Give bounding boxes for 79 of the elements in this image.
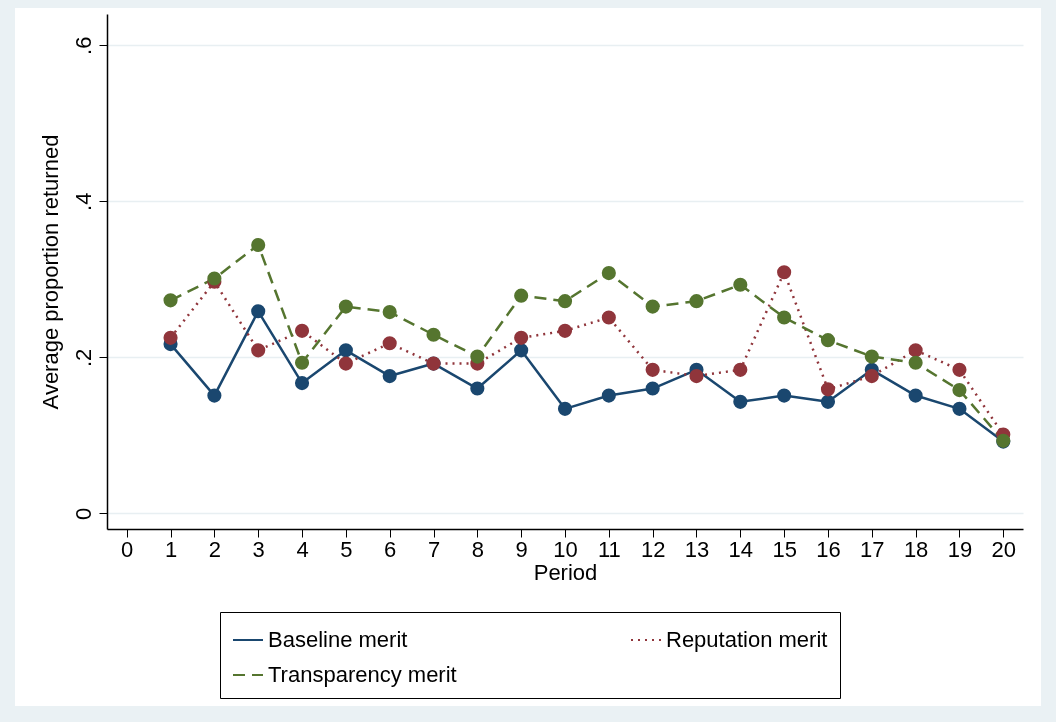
x-tick-label: 16 <box>816 536 841 562</box>
point <box>645 362 660 377</box>
point <box>952 383 967 398</box>
point <box>470 349 485 364</box>
point <box>777 388 792 403</box>
point <box>251 304 266 319</box>
point <box>382 369 397 384</box>
x-tick-label: 2 <box>208 536 221 562</box>
point <box>864 369 879 384</box>
point <box>733 277 748 292</box>
x-tick-label: 17 <box>860 536 885 562</box>
point <box>908 355 923 370</box>
point <box>601 266 616 281</box>
point <box>294 323 310 338</box>
point <box>557 294 573 309</box>
point <box>514 330 529 345</box>
point <box>908 388 923 403</box>
point <box>777 310 792 325</box>
x-tick-label: 8 <box>471 536 484 562</box>
x-tick-label: 4 <box>296 536 309 562</box>
point <box>514 288 529 303</box>
x-tick-label: 18 <box>903 536 929 562</box>
x-tick-label: 11 <box>597 536 621 562</box>
legend-label: Baseline merit <box>268 627 408 652</box>
x-tick-label: 15 <box>772 536 797 562</box>
x-tick-label: 7 <box>427 536 441 562</box>
x-tick-label: 10 <box>553 536 578 562</box>
y-tick-label: .6 <box>70 36 96 55</box>
x-tick-label: 20 <box>991 536 1017 562</box>
point <box>163 330 178 345</box>
point <box>689 369 704 384</box>
point <box>733 362 748 377</box>
point <box>382 336 397 351</box>
point <box>777 265 792 280</box>
x-tick-label: 1 <box>164 536 178 562</box>
point <box>251 237 266 253</box>
x-tick-label: 6 <box>384 536 397 562</box>
x-tick-label: 3 <box>252 536 265 562</box>
x-axis-title: Period <box>533 559 598 585</box>
point <box>952 362 967 377</box>
point <box>908 343 923 358</box>
point <box>601 310 616 325</box>
point <box>645 299 660 314</box>
point <box>426 327 441 342</box>
point <box>163 293 178 308</box>
x-tick-label: 13 <box>684 536 710 562</box>
x-tick-label: 9 <box>515 536 528 562</box>
point <box>514 343 529 358</box>
x-tick-label: 14 <box>728 536 754 562</box>
point <box>338 343 353 358</box>
x-tick-label: 5 <box>340 536 353 562</box>
point <box>645 381 660 396</box>
legend-label: Reputation merit <box>666 627 828 652</box>
point <box>820 382 836 397</box>
y-tick-label: 0 <box>70 507 96 521</box>
point <box>338 356 353 371</box>
y-tick-label: .2 <box>70 348 96 368</box>
y-axis-title: Average proportion returned <box>37 134 63 410</box>
point <box>294 355 310 370</box>
point <box>338 299 353 314</box>
point <box>382 305 397 320</box>
point <box>689 294 704 309</box>
x-tick-label: 19 <box>947 536 973 562</box>
point <box>733 394 748 409</box>
point <box>207 388 222 403</box>
point <box>557 323 573 338</box>
x-tick-label: 0 <box>121 536 134 562</box>
x-tick-label: 12 <box>640 536 666 562</box>
legend-label: Transparency merit <box>268 662 457 687</box>
point <box>864 349 879 364</box>
point <box>820 333 836 348</box>
point <box>820 394 836 409</box>
y-tick-label: .4 <box>70 192 96 211</box>
point <box>952 401 967 416</box>
point <box>470 381 485 396</box>
point <box>251 343 266 358</box>
point <box>557 401 573 416</box>
point <box>294 376 310 391</box>
point <box>601 388 616 403</box>
